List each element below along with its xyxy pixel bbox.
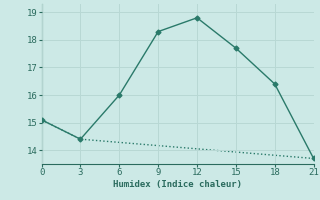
- X-axis label: Humidex (Indice chaleur): Humidex (Indice chaleur): [113, 180, 242, 189]
